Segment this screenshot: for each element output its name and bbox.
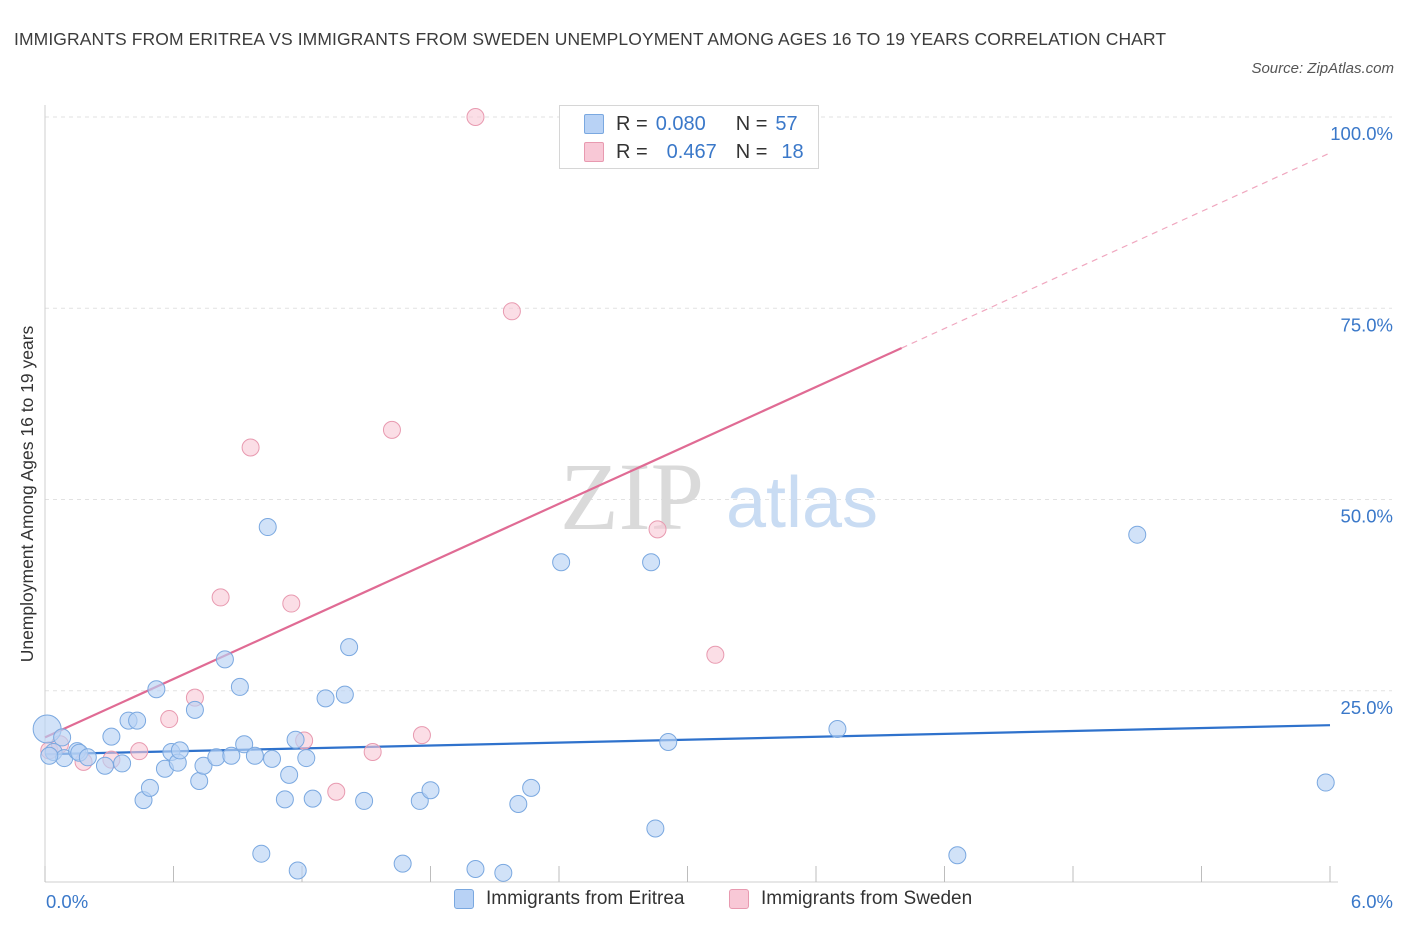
y-tick-label: 50.0%	[1341, 506, 1393, 527]
eritrea-point	[552, 553, 571, 572]
eritrea-point	[113, 754, 132, 773]
watermark-atlas: atlas	[726, 463, 878, 543]
r-value-eritrea: 0.080	[655, 112, 706, 135]
sweden-point	[502, 302, 521, 321]
eritrea-point	[275, 790, 294, 809]
eritrea-point	[393, 854, 412, 873]
eritrea-point	[288, 861, 307, 880]
eritrea-point	[78, 748, 97, 767]
n-value-sweden: 18	[781, 140, 804, 163]
eritrea-point	[128, 711, 147, 730]
sweden-point	[382, 420, 401, 439]
eritrea-point	[53, 728, 72, 747]
n-value-eritrea: 57	[775, 112, 798, 135]
legend-label-sweden: Immigrants from Sweden	[761, 888, 973, 909]
eritrea-point	[215, 650, 234, 669]
eritrea-point	[258, 518, 277, 537]
y-tick-label: 25.0%	[1341, 697, 1393, 718]
legend-label-eritrea: Immigrants from Eritrea	[486, 888, 685, 909]
eritrea-point	[280, 765, 299, 784]
sweden-point	[412, 726, 431, 745]
stats-row-sweden: R = 0.467 N = 18	[584, 139, 804, 165]
legend-item-sweden[interactable]: Immigrants from Sweden	[729, 888, 972, 910]
x-tick-label: 0.0%	[46, 891, 88, 912]
eritrea-point	[286, 730, 305, 749]
sweden-point	[241, 438, 260, 457]
eritrea-point	[207, 748, 226, 767]
eritrea-point	[252, 844, 271, 863]
sweden-point	[282, 594, 301, 613]
n-label: N =	[735, 112, 768, 135]
sweden-point	[466, 108, 485, 126]
y-axis-label: Unemployment Among Ages 16 to 19 years	[17, 325, 37, 662]
sweden-point	[211, 588, 230, 607]
y-tick-label: 100.0%	[1330, 123, 1393, 144]
eritrea-point	[190, 772, 209, 791]
tick-labels: 25.0% 50.0% 75.0% 100.0% 0.0% 6.0%	[46, 123, 1393, 912]
eritrea-point	[466, 859, 485, 878]
eritrea-point	[494, 863, 513, 882]
sweden-point	[648, 520, 667, 539]
sweden-swatch	[584, 142, 604, 162]
eritrea-point	[828, 720, 847, 738]
r-label: R =	[616, 112, 648, 135]
watermark: ZIP atlas	[560, 443, 878, 550]
eritrea-point	[185, 700, 204, 719]
eritrea-point	[230, 677, 249, 696]
eritrea-point	[170, 741, 189, 760]
eritrea-point	[194, 756, 213, 775]
eritrea-point	[646, 819, 665, 838]
sweden-point	[327, 782, 346, 801]
eritrea-point	[140, 778, 159, 797]
eritrea-point	[421, 781, 440, 800]
r-value-sweden: 0.467	[666, 140, 717, 163]
eritrea-point	[303, 789, 322, 808]
eritrea-point	[235, 735, 254, 754]
y-tick-label: 75.0%	[1341, 314, 1393, 335]
data-points	[32, 108, 1335, 882]
stats-legend: R = 0.080 N = 57 R = 0.467 N = 18	[559, 105, 819, 169]
sweden-point	[130, 742, 149, 761]
eritrea-point	[659, 733, 678, 752]
eritrea-point	[297, 749, 316, 768]
eritrea-point	[355, 791, 374, 810]
sweden-legend-swatch	[729, 889, 749, 909]
eritrea-point	[316, 689, 335, 708]
watermark-zip: ZIP	[560, 443, 704, 550]
stats-row-eritrea: R = 0.080 N = 57	[584, 111, 798, 137]
grid-lines	[45, 116, 1392, 692]
sweden-point	[160, 710, 179, 729]
chart-title: IMMIGRANTS FROM ERITREA VS IMMIGRANTS FR…	[14, 29, 1167, 49]
eritrea-point	[642, 553, 661, 572]
eritrea-point	[95, 756, 114, 775]
eritrea-point	[263, 749, 282, 768]
eritrea-point	[102, 727, 121, 746]
eritrea-point	[410, 791, 429, 810]
eritrea-point	[509, 794, 528, 813]
eritrea-point	[1316, 773, 1335, 792]
eritrea-point	[147, 680, 166, 699]
eritrea-point	[40, 746, 59, 765]
series-legend: Immigrants from Eritrea Immigrants from …	[0, 888, 1406, 916]
sweden-trend-extension	[901, 152, 1331, 349]
eritrea-point	[948, 846, 967, 865]
sweden-point	[706, 645, 725, 664]
n-label: N =	[735, 140, 768, 163]
eritrea-point	[245, 746, 264, 765]
r-label: R =	[616, 140, 648, 163]
x-tick-label: 6.0%	[1351, 891, 1393, 912]
eritrea-point	[522, 778, 541, 797]
eritrea-legend-swatch	[454, 889, 474, 909]
eritrea-point	[1128, 525, 1147, 544]
eritrea-point	[340, 638, 359, 657]
eritrea-swatch	[584, 114, 604, 134]
eritrea-point	[335, 685, 354, 704]
sweden-point	[363, 742, 382, 761]
sweden-trend-line	[44, 347, 903, 739]
source-label: Source: ZipAtlas.com	[1251, 60, 1394, 77]
eritrea-point	[222, 746, 241, 765]
legend-item-eritrea[interactable]: Immigrants from Eritrea	[454, 888, 684, 910]
